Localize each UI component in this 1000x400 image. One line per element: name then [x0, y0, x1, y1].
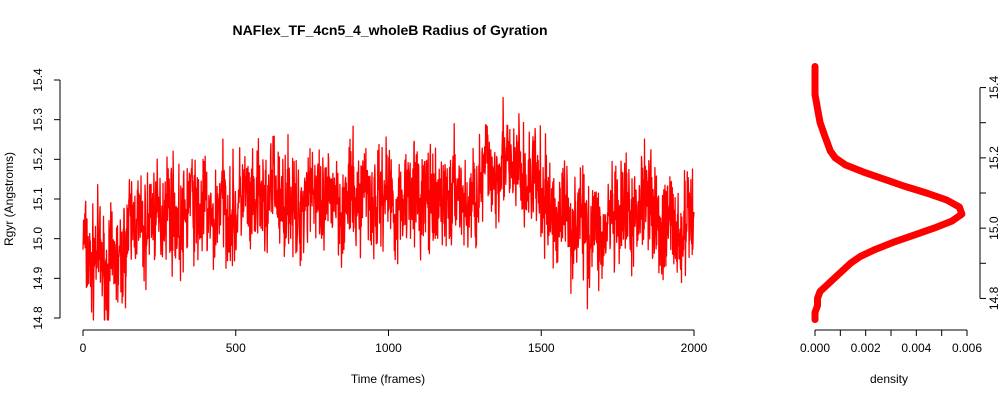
density-x-axis-ticks: 0.000 0.002 0.004 0.006 [800, 330, 982, 355]
x-tick-label: 0 [80, 341, 87, 355]
y-tick-label: 15.3 [31, 108, 45, 132]
density-y-tick-label: 15.0 [987, 216, 1000, 240]
density-x-tick-label: 0.006 [952, 341, 982, 355]
density-y-tick-label: 15.4 [987, 76, 1000, 100]
x-axis-ticks: 0 500 1000 1500 2000 [80, 330, 708, 355]
x-tick-label: 2000 [681, 341, 708, 355]
density-curve [811, 63, 966, 323]
y-axis-ticks: 14.8 14.9 15.0 15.1 15.2 15.3 15.4 [31, 68, 60, 330]
density-panel: 0.000 0.002 0.004 0.006 14.8 15.0 15.2 15.4 de… [800, 63, 1000, 386]
y-tick-label: 15.1 [31, 187, 45, 211]
density-x-tick-label: 0.002 [851, 341, 881, 355]
density-x-tick-label: 0.004 [901, 341, 931, 355]
density-y-tick-label: 15.2 [987, 146, 1000, 170]
density-y-axis-ticks: 14.8 15.0 15.2 15.4 [980, 76, 1000, 310]
x-tick-label: 1500 [528, 341, 555, 355]
y-tick-label: 14.8 [31, 306, 45, 330]
time-series-panel: 0 500 1000 1500 2000 14.8 14.9 15.0 15.1 15.2 15.… [2, 68, 708, 386]
y-tick-label: 15.0 [31, 227, 45, 251]
y-tick-label: 15.4 [31, 68, 45, 92]
density-x-axis-label: density [870, 372, 908, 386]
y-tick-label: 15.2 [31, 147, 45, 171]
x-tick-label: 500 [226, 341, 246, 355]
rgyr-series-line [82, 96, 695, 321]
density-x-tick-label: 0.000 [800, 341, 830, 355]
chart-title: NAFlex_TF_4cn5_4_wholeB Radius of Gyrati… [232, 22, 547, 38]
density-y-tick-label: 14.8 [987, 286, 1000, 310]
x-axis-label: Time (frames) [351, 372, 425, 386]
y-tick-label: 14.9 [31, 266, 45, 290]
y-axis-label: Rgyr (Angstroms) [2, 152, 16, 246]
x-tick-label: 1000 [375, 341, 402, 355]
